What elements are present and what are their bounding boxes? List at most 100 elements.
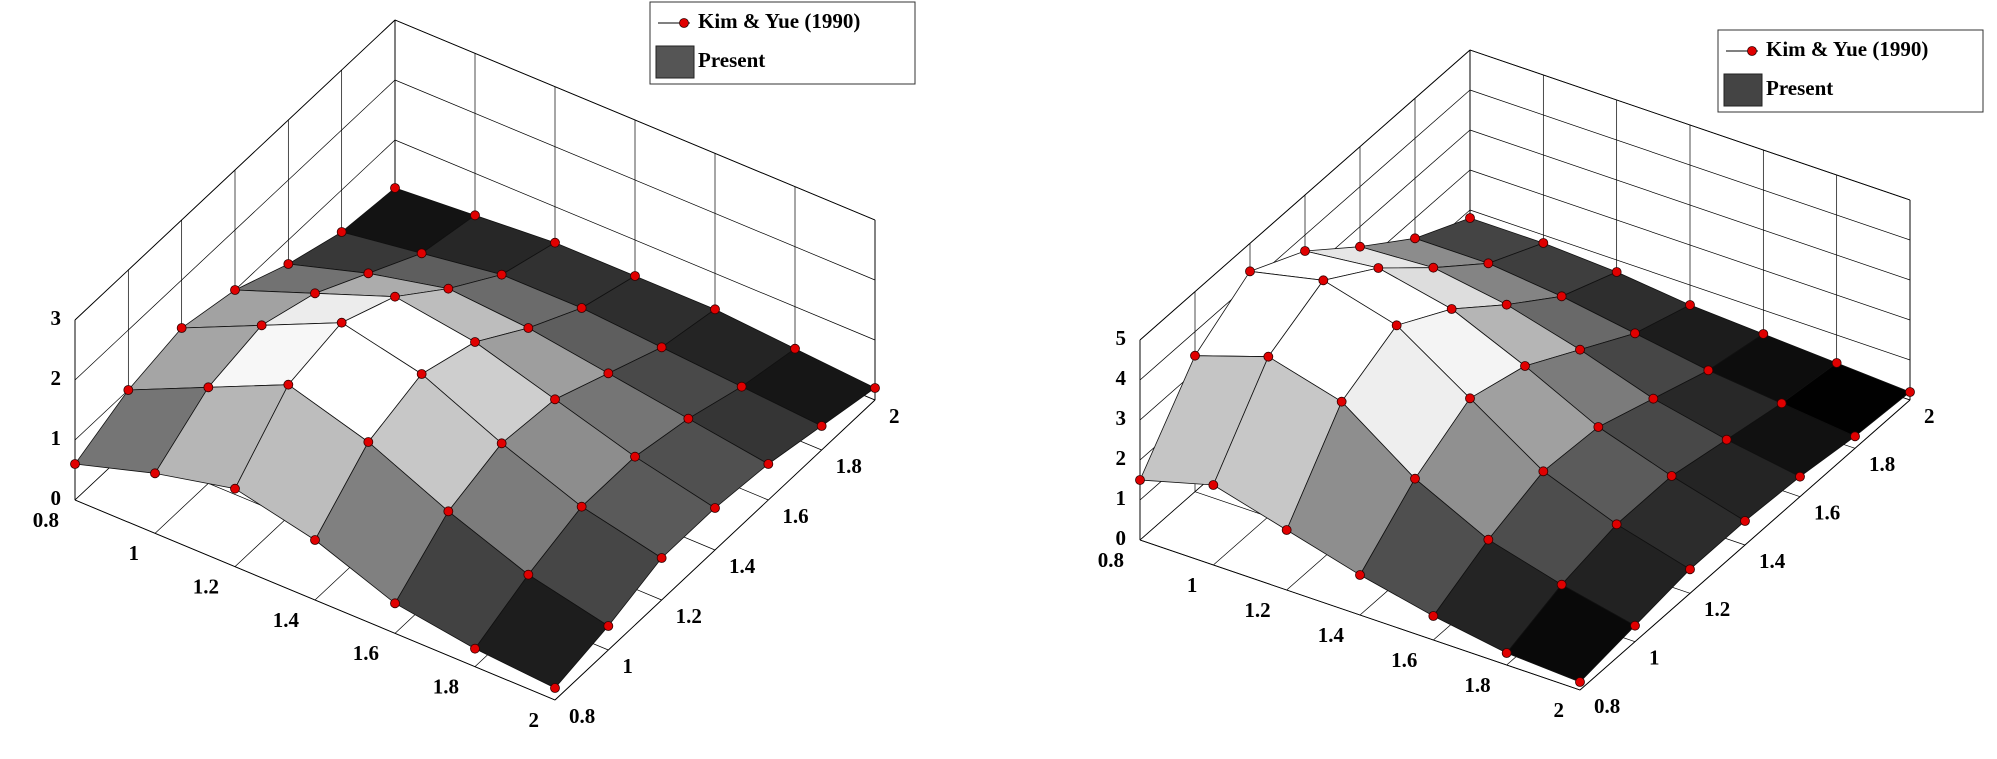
y-tick-label: 1.2 [1704, 597, 1730, 621]
data-point [1703, 365, 1714, 376]
y-tick-label: 1.2 [676, 604, 702, 628]
z-tick-label: 3 [51, 306, 62, 330]
x-tick-label: 1.6 [1391, 648, 1417, 672]
data-point [416, 369, 427, 379]
grid-line [1469, 129, 1911, 281]
legend-swatch [655, 45, 695, 79]
data-point [1245, 266, 1255, 277]
data-point [70, 459, 80, 469]
y-tick-label: 1.4 [1759, 549, 1786, 573]
data-point [283, 379, 294, 390]
data-point [576, 303, 587, 313]
data-point [256, 320, 267, 331]
data-point [523, 323, 534, 333]
data-point [1666, 471, 1677, 481]
data-point [1740, 516, 1750, 526]
legend-label: Kim & Yue (1990) [698, 9, 860, 33]
grid-line [1139, 89, 1471, 381]
data-point [363, 268, 374, 279]
data-point [1355, 570, 1365, 580]
z-tick-label: 0 [1116, 526, 1127, 550]
data-point [1538, 238, 1549, 248]
data-point [1391, 320, 1402, 331]
data-point [390, 291, 400, 302]
grid-line [1139, 49, 1471, 341]
data-point [736, 381, 747, 392]
data-point [1336, 396, 1347, 407]
data-point [1465, 213, 1475, 223]
z-tick-label: 1 [1116, 486, 1127, 510]
data-point [1135, 475, 1145, 485]
data-point [550, 237, 560, 248]
data-point [496, 438, 507, 449]
z-tick-label: 5 [1116, 326, 1127, 350]
data-point [1263, 351, 1274, 362]
legend-swatch [1723, 73, 1763, 107]
data-point [470, 643, 480, 654]
data-point [1850, 431, 1860, 442]
data-point [1373, 263, 1384, 273]
grid-line [1139, 539, 1581, 691]
y-tick-label: 1 [622, 654, 633, 678]
data-point [630, 451, 640, 462]
legend-marker [679, 18, 689, 28]
data-point [150, 468, 160, 479]
data-point [603, 368, 614, 379]
y-tick-label: 0.8 [569, 704, 595, 728]
y-tick-label: 1.8 [1869, 452, 1895, 476]
data-point [123, 385, 134, 395]
data-point [310, 535, 320, 545]
data-point [470, 337, 480, 347]
x-tick-label: 1.4 [1318, 623, 1345, 647]
data-point [470, 210, 480, 221]
y-tick-label: 1.4 [729, 554, 756, 578]
z-tick-label: 2 [51, 366, 62, 390]
data-point [1611, 267, 1622, 277]
x-tick-label: 1.8 [433, 674, 459, 698]
data-point [1776, 398, 1787, 409]
data-point [1428, 611, 1439, 621]
data-point [363, 437, 374, 447]
x-tick-label: 0.8 [1098, 548, 1124, 572]
data-point [230, 483, 240, 494]
data-point [550, 394, 560, 405]
data-point [443, 506, 454, 517]
data-point [1446, 304, 1457, 314]
data-point [1556, 291, 1567, 302]
data-point [203, 382, 214, 393]
grid-line [74, 499, 556, 701]
y-tick-label: 1.6 [1814, 500, 1840, 524]
z-tick-label: 2 [1116, 446, 1127, 470]
data-point [443, 283, 454, 294]
x-tick-label: 1 [129, 541, 140, 565]
x-tick-label: 1.2 [193, 574, 219, 598]
x-tick-label: 2 [529, 708, 540, 732]
data-point [336, 317, 347, 328]
x-tick-label: 2 [1554, 698, 1565, 722]
data-point [523, 569, 534, 580]
data-point [1575, 344, 1585, 355]
z-tick-label: 1 [51, 426, 62, 450]
data-point [1721, 434, 1732, 445]
data-point [576, 501, 587, 512]
data-point [763, 459, 774, 469]
data-point [1611, 519, 1622, 530]
data-point [656, 342, 667, 353]
data-point [683, 413, 694, 424]
data-point [1575, 677, 1585, 687]
data-point [1556, 579, 1567, 590]
data-point [1190, 350, 1200, 361]
z-tick-label: 0 [51, 486, 62, 510]
data-point [816, 421, 827, 431]
data-point [1410, 473, 1420, 484]
y-tick-label: 0.8 [1594, 694, 1620, 718]
data-point [1795, 471, 1805, 482]
data-point [1520, 361, 1530, 371]
grid-line [74, 79, 396, 381]
grid-line [1469, 49, 1911, 201]
legend-marker [1747, 46, 1757, 56]
data-point [310, 288, 320, 299]
y-tick-label: 1.8 [836, 454, 862, 478]
data-point [230, 285, 240, 295]
